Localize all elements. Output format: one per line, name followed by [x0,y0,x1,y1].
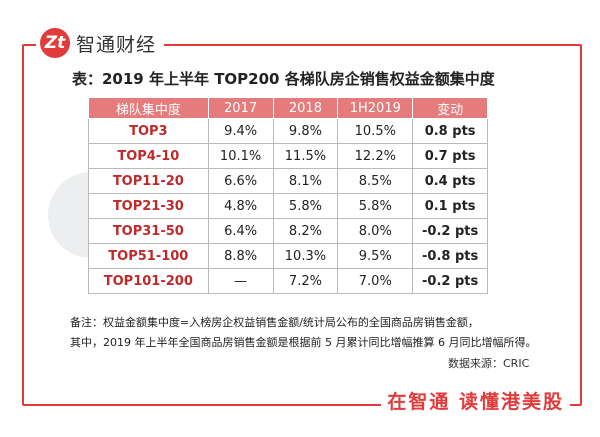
table-row: TOP31-50 6.4% 8.2% 8.0% -0.2 pts [88,218,488,244]
table-row: TOP4-10 10.1% 11.5% 12.2% 0.7 pts [88,143,488,169]
cell-change: 0.4 pts [412,168,488,194]
header-tier: 梯队集中度 [88,97,209,119]
table-row: TOP11-20 6.6% 8.1% 8.5% 0.4 pts [88,168,488,194]
table-row: TOP101-200 — 7.2% 7.0% -0.2 pts [88,268,488,294]
content-frame [22,44,582,406]
cell-change: 0.1 pts [412,193,488,219]
table-row: TOP21-30 4.8% 5.8% 5.8% 0.1 pts [88,193,488,219]
cell-2018: 7.2% [272,268,339,294]
footer-slogan: 在智通 读懂港美股 [381,385,570,415]
brand-logo: Zt 智通财经 [36,26,165,60]
cell-tier: TOP51-100 [88,243,209,269]
cell-1h2019: 9.5% [337,243,414,269]
cell-change: -0.2 pts [412,218,488,244]
cell-tier: TOP4-10 [88,143,209,169]
note-line-1: 备注：权益金额集中度=入榜房企权益销售金额/统计局公布的全国商品房销售金额， [70,316,479,329]
cell-1h2019: 8.5% [337,168,414,194]
cell-2017: 4.8% [207,193,274,219]
table-title: 表：2019 年上半年 TOP200 各梯队房企销售权益金额集中度 [72,70,495,88]
cell-change: -0.2 pts [412,268,488,294]
cell-2017: 6.4% [207,218,274,244]
cell-change: 0.8 pts [412,118,488,144]
table-row: TOP3 9.4% 9.8% 10.5% 0.8 pts [88,118,488,144]
cell-2017: — [207,268,274,294]
cell-2018: 5.8% [272,193,339,219]
cell-2017: 8.8% [207,243,274,269]
cell-change: -0.8 pts [412,243,488,269]
cell-tier: TOP31-50 [88,218,209,244]
table-row: TOP51-100 8.8% 10.3% 9.5% -0.8 pts [88,243,488,269]
header-2018: 2018 [272,97,339,119]
cell-1h2019: 10.5% [337,118,414,144]
cell-tier: TOP101-200 [88,268,209,294]
note-line-2: 其中，2019 年上半年全国商品房销售金额是根据前 5 月累计同比增幅推算 6 … [70,336,537,349]
header-2017: 2017 [207,97,274,119]
cell-2018: 8.1% [272,168,339,194]
cell-1h2019: 8.0% [337,218,414,244]
cell-change: 0.7 pts [412,143,488,169]
brand-logo-icon: Zt [40,28,70,58]
concentration-table: 梯队集中度 2017 2018 1H2019 变动 TOP3 9.4% 9.8%… [88,97,488,294]
cell-tier: TOP21-30 [88,193,209,219]
cell-2018: 11.5% [272,143,339,169]
cell-2017: 9.4% [207,118,274,144]
table-header-row: 梯队集中度 2017 2018 1H2019 变动 [88,97,488,119]
cell-2017: 10.1% [207,143,274,169]
slogan-text: 在智通 读懂港美股 [387,390,564,413]
header-1h2019: 1H2019 [337,97,414,119]
cell-2018: 8.2% [272,218,339,244]
brand-name: 智通财经 [76,33,157,56]
cell-2018: 10.3% [272,243,339,269]
table-notes: 备注：权益金额集中度=入榜房企权益销售金额/统计局公布的全国商品房销售金额， 其… [70,313,550,353]
cell-2017: 6.6% [207,168,274,194]
cell-1h2019: 5.8% [337,193,414,219]
cell-tier: TOP11-20 [88,168,209,194]
cell-1h2019: 12.2% [337,143,414,169]
data-source: 数据来源：CRIC [448,357,530,370]
header-change: 变动 [412,97,488,119]
cell-1h2019: 7.0% [337,268,414,294]
cell-tier: TOP3 [88,118,209,144]
cell-2018: 9.8% [272,118,339,144]
